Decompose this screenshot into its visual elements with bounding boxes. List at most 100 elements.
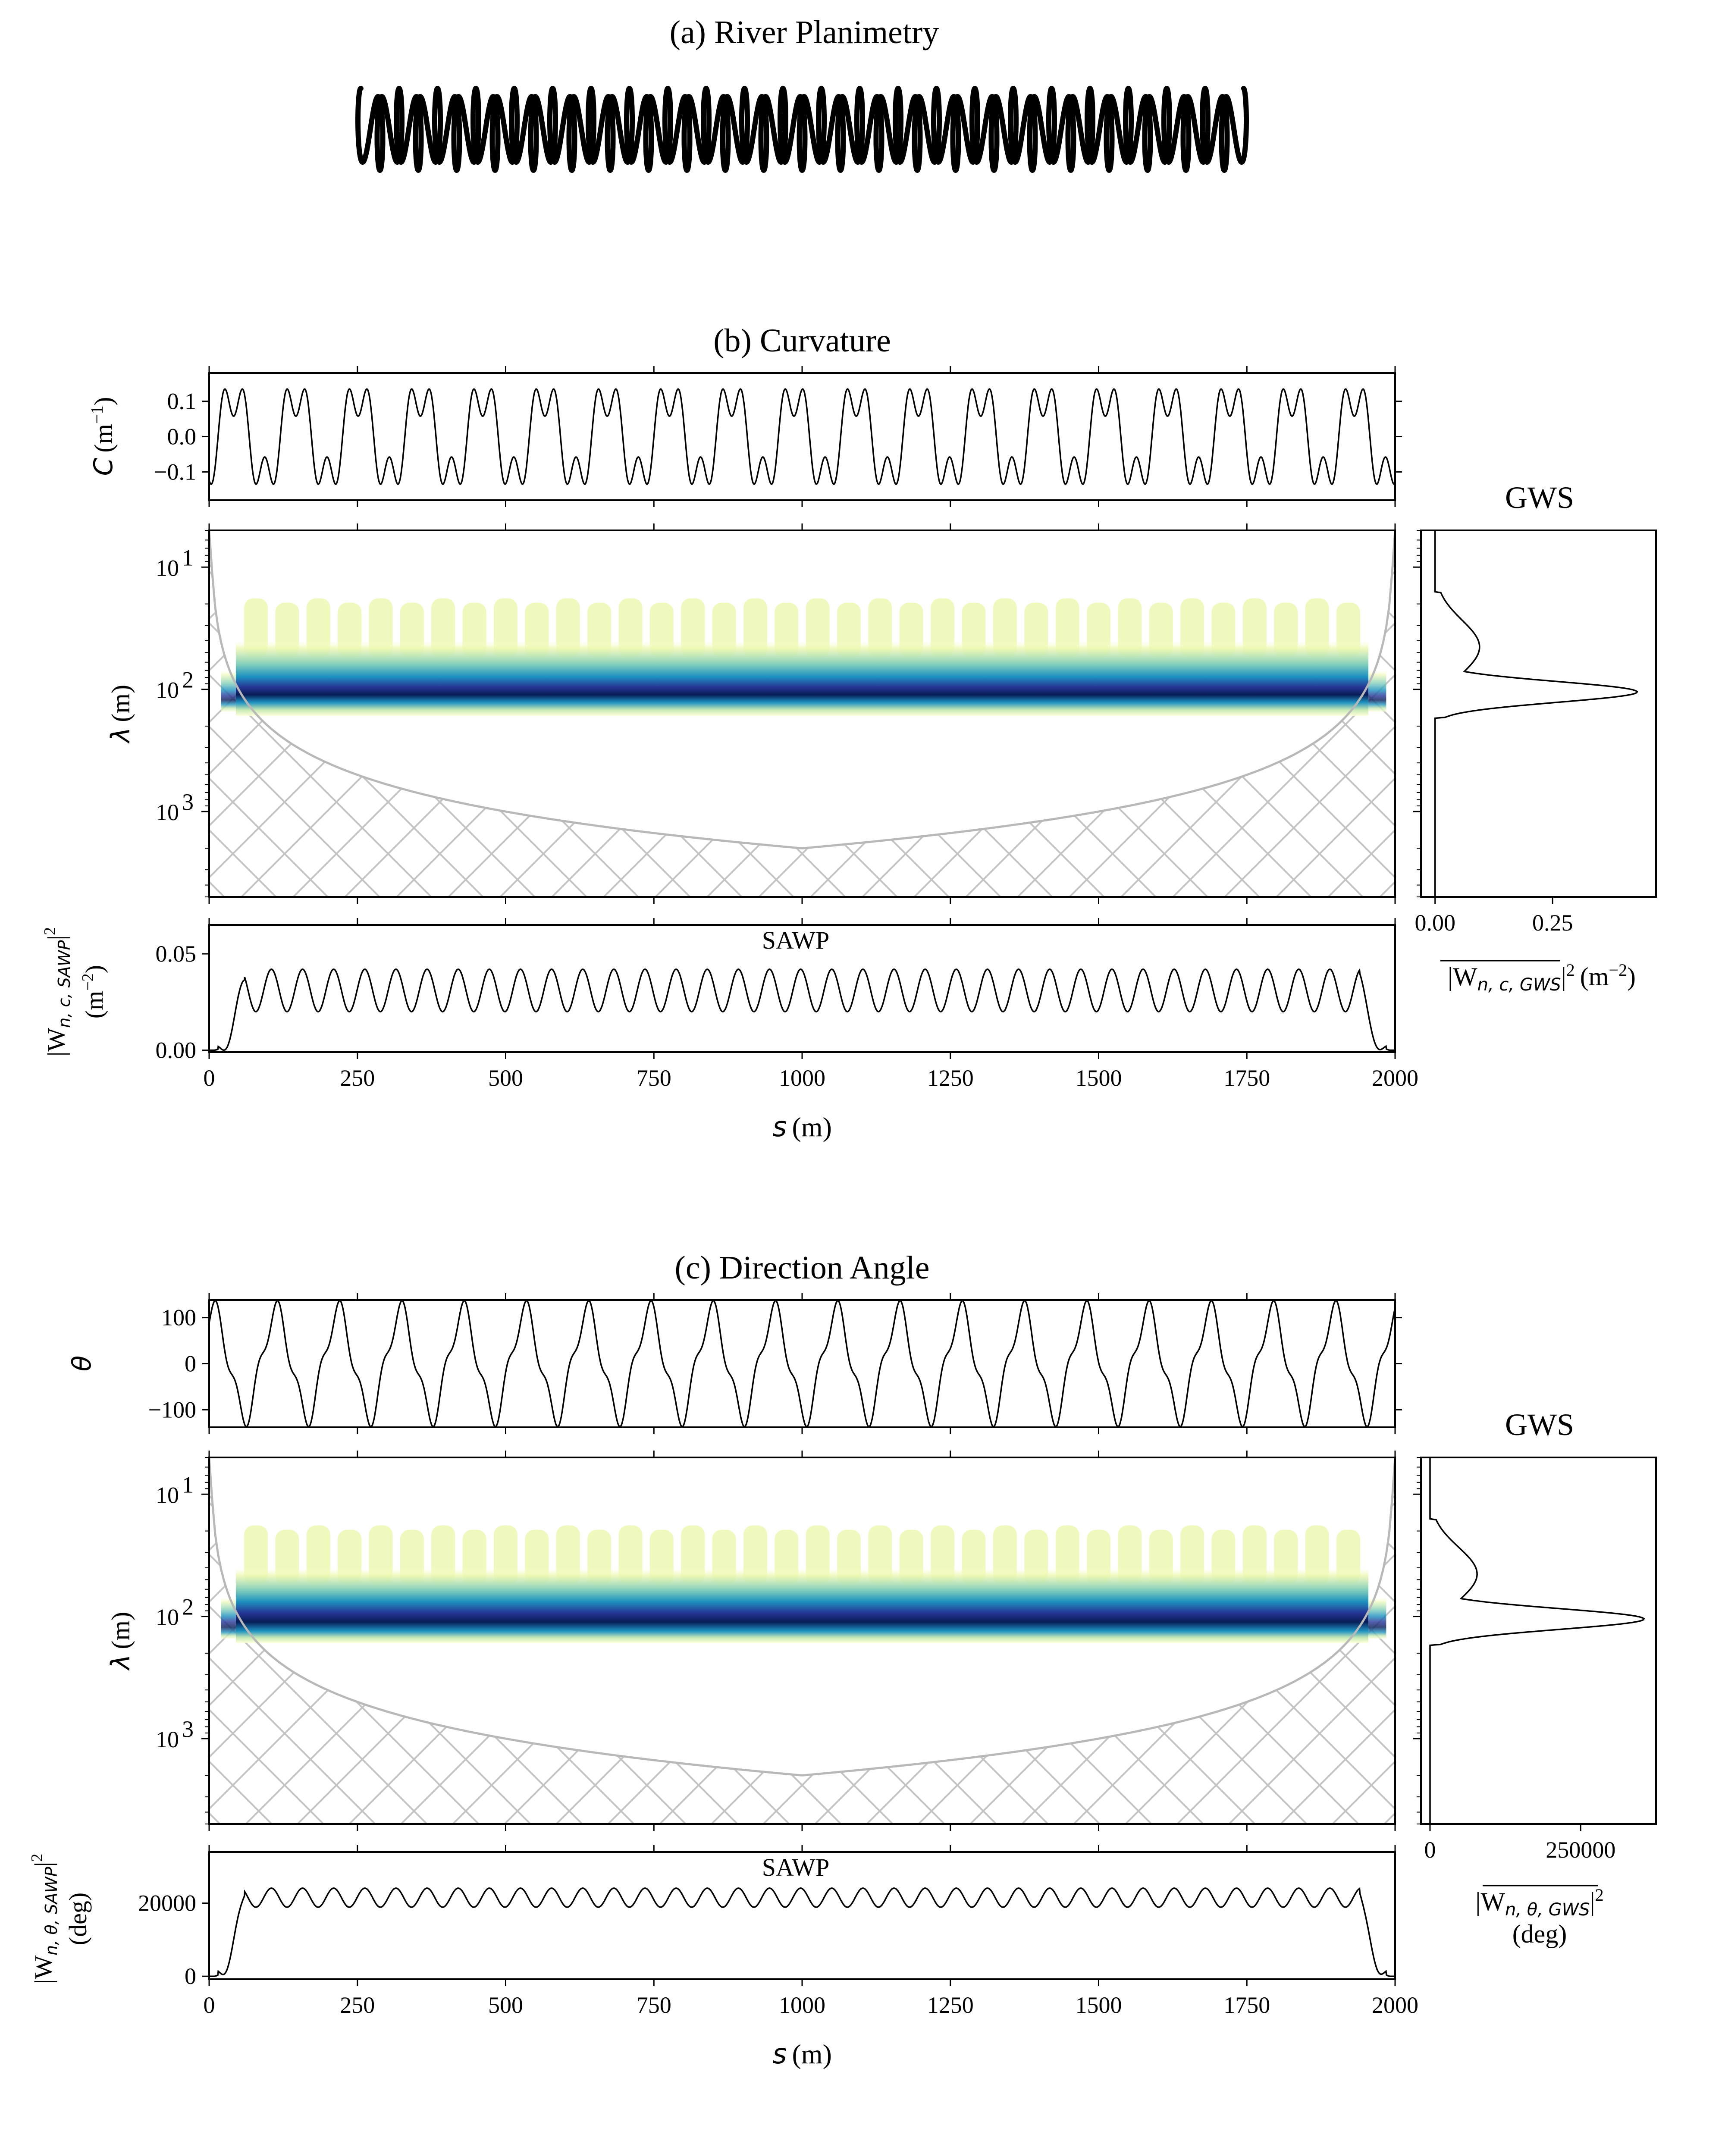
curvature-gws-axes: GWS 0.00 0.25 |Wn, c, GWS|2 (m−2)	[1413, 480, 1657, 995]
x-tick-label: 500	[488, 1065, 523, 1091]
wavelet-x-tick-marks	[208, 1451, 1396, 1831]
y-tick-label: 10	[156, 1482, 179, 1508]
y-tick-label: 10	[156, 677, 179, 703]
x-tick-label: 1000	[779, 1992, 825, 2018]
y-tick-label: −100	[148, 1397, 196, 1423]
x-tick-label: 0	[204, 1065, 215, 1091]
y-tick-label: 0.05	[156, 941, 197, 967]
curvature-y-axis-label: C(m−1)	[87, 397, 119, 476]
sawp-y-axis-unit: (deg)	[64, 1893, 92, 1945]
y-tick-label: 10	[156, 1727, 179, 1752]
y-tick-exponent: 3	[182, 789, 194, 815]
gws-title: GWS	[1505, 1407, 1574, 1442]
curvature-x-tick-marks	[208, 366, 1396, 507]
y-tick-label: 20000	[138, 1890, 196, 1916]
gws-x-ticks: 0.00 0.25	[1414, 897, 1573, 936]
gws-y-tick-marks	[1413, 1457, 1421, 1824]
curvature-signal-axes: 0.1 0.0 −0.1 C(m−1)	[87, 366, 1402, 507]
sawp-line	[209, 968, 1395, 1051]
y-tick-label: 0	[185, 1963, 196, 1989]
gws-x-axis-label: |Wn, θ, GWS|2	[1475, 1885, 1603, 1920]
x-tick-label: 1750	[1223, 1065, 1270, 1091]
cone-of-influence-hatch	[209, 530, 1395, 897]
sawp-title: SAWP	[762, 1853, 830, 1881]
x-tick-label: 1250	[927, 1065, 974, 1091]
x-tick-label: 1500	[1076, 1992, 1122, 2018]
sawp-y-ticks: 20000 0	[138, 1890, 209, 1989]
angle-y-axis-label: θ	[67, 1356, 97, 1372]
y-tick-label: 10	[156, 1604, 179, 1630]
angle-signal-line	[208, 1300, 1396, 1428]
sawp-title: SAWP	[762, 926, 830, 954]
x-tick-label: 0.25	[1532, 910, 1573, 936]
x-tick-label: 2000	[1372, 1065, 1418, 1091]
panel-c-title: (c) Direction Angle	[675, 1250, 930, 1286]
sawp-y-axis-label: |Wn, θ, SAWP|2	[28, 1854, 61, 1984]
x-tick-label: 0	[1424, 1837, 1436, 1863]
x-tick-label: 1250	[927, 1992, 974, 2018]
wavelet-power-band	[221, 598, 1386, 716]
wavelet-band	[235, 640, 1369, 716]
y-tick-label: 10	[156, 555, 179, 581]
gws-x-axis-label: |Wn, c, GWS|2 (m−2)	[1448, 960, 1636, 995]
x-tick-label: 750	[637, 1992, 671, 2018]
sawp-y-axis-label: |Wn, c, SAWP|2	[41, 927, 74, 1056]
river-planimetry-curve	[355, 86, 1249, 173]
x-axis-label: s (m)	[772, 1111, 832, 1143]
y-tick-exponent: 2	[182, 667, 194, 693]
angle-signal-axes: 100 0 −100 θ	[67, 1293, 1402, 1434]
y-tick-label: 10	[156, 799, 179, 825]
wavelet-band	[235, 1567, 1369, 1643]
sawp-y-ticks: 0.05 0.00	[156, 941, 209, 1063]
curvature-signal-line	[208, 388, 1396, 485]
y-tick-label: 0.0	[167, 424, 197, 450]
x-tick-label: 750	[637, 1065, 671, 1091]
x-tick-label: 2000	[1372, 1992, 1418, 2018]
cone-of-influence-line	[209, 1457, 1395, 1777]
wavelet-y-axis-label: λ(m)	[106, 1612, 136, 1671]
y-tick-exponent: 1	[182, 1472, 194, 1498]
y-tick-label: 0	[185, 1351, 196, 1377]
wavelet-power-band	[221, 1525, 1386, 1643]
angle-gws-axes: GWS 0 250000 |Wn, θ, GWS|2 (deg)	[1413, 1407, 1657, 1948]
sawp-y-axis-unit: (m−2)	[79, 965, 108, 1018]
wavelet-band-edge	[221, 1597, 236, 1639]
angle-x-tick-marks	[208, 1293, 1396, 1434]
gws-line	[1434, 530, 1638, 897]
gws-line	[1429, 1457, 1645, 1824]
y-tick-exponent: 3	[182, 1716, 194, 1742]
x-tick-label: 250000	[1546, 1837, 1615, 1863]
panel-a: (a) River Planimetry	[355, 14, 1249, 173]
x-tick-label: 250	[340, 1992, 375, 2018]
cone-of-influence-line	[209, 530, 1395, 849]
curvature-y-ticks: 0.1 0.0 −0.1	[154, 389, 1402, 485]
y-tick-label: −0.1	[154, 459, 196, 485]
sawp-x-ticks: 0 250 500 750 1000 1250 1500 1750 2000	[204, 918, 1418, 1091]
x-axis-label: s (m)	[772, 2038, 832, 2070]
angle-y-ticks: 100 0 −100	[148, 1305, 1402, 1423]
x-tick-label: 500	[488, 1992, 523, 2018]
sawp-x-ticks: 0 250 500 750 1000 1250 1500 1750 2000	[204, 1845, 1418, 2018]
y-tick-label: 100	[161, 1305, 196, 1331]
cone-of-influence-hatch	[209, 1457, 1395, 1824]
curvature-sawp-axes: SAWP 0.05 0.00 0 250 500 750 1000 1250 1500 1750…	[41, 918, 1418, 1143]
gws-x-ticks: 0 250000	[1424, 1824, 1615, 1863]
sawp-line	[209, 1887, 1395, 1977]
y-tick-label: 0.00	[156, 1037, 197, 1063]
x-tick-label: 1750	[1223, 1992, 1270, 2018]
y-tick-exponent: 2	[182, 1594, 194, 1620]
gws-title: GWS	[1505, 480, 1574, 515]
y-tick-exponent: 1	[182, 545, 194, 570]
x-tick-label: 0	[204, 1992, 215, 2018]
gws-y-tick-marks	[1413, 530, 1421, 897]
wavelet-x-tick-marks	[208, 523, 1396, 904]
y-tick-label: 0.1	[167, 389, 197, 414]
panel-b-title: (b) Curvature	[713, 323, 891, 359]
